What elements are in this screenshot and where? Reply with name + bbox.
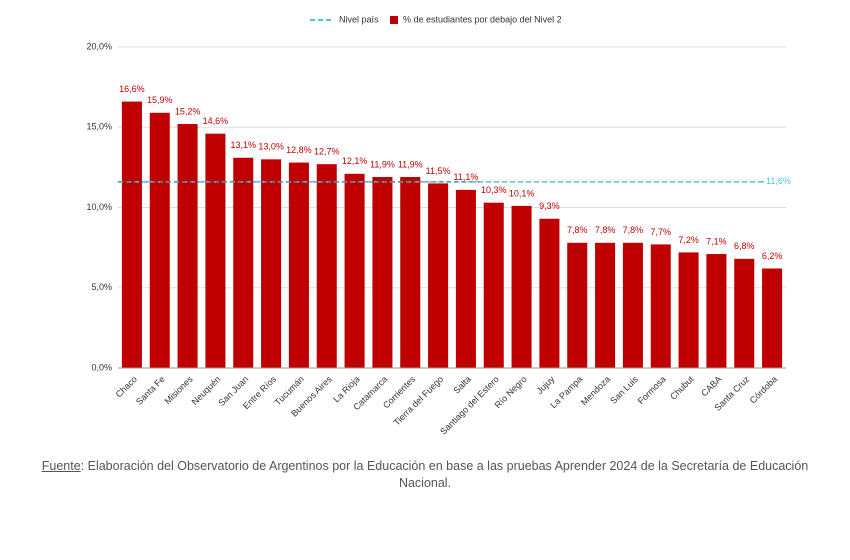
legend-label: % de estudiantes por debajo del Nivel 2 xyxy=(403,14,562,24)
bar xyxy=(177,124,198,368)
source-label: Fuente xyxy=(41,459,81,473)
value-label: 13,0% xyxy=(258,142,284,152)
value-label: 15,2% xyxy=(175,106,201,116)
bar xyxy=(650,244,671,368)
value-label: 12,1% xyxy=(342,156,368,166)
bar xyxy=(762,268,783,368)
legend-label: Nivel país xyxy=(339,14,379,24)
bar xyxy=(706,254,727,368)
value-label: 6,2% xyxy=(762,251,783,261)
x-tick-label: Jujuy xyxy=(535,374,557,396)
value-label: 7,7% xyxy=(650,227,671,237)
x-tick-label: Córdoba xyxy=(748,374,779,405)
bar xyxy=(261,159,282,368)
x-tick-label: Mendoza xyxy=(579,374,612,407)
value-label: 7,8% xyxy=(623,225,644,235)
bar xyxy=(149,112,170,369)
x-tick-label: Chubut xyxy=(668,374,696,402)
bar xyxy=(483,202,504,368)
x-tick-label: Salta xyxy=(451,374,473,396)
value-label: 11,9% xyxy=(370,159,395,169)
bar xyxy=(233,157,254,368)
value-label: 13,1% xyxy=(230,140,256,150)
bar xyxy=(678,252,699,368)
value-label: 12,8% xyxy=(286,145,312,155)
bar xyxy=(595,242,616,368)
bar xyxy=(372,177,393,368)
value-label: 7,8% xyxy=(595,225,616,235)
reference-label: 11,6% xyxy=(766,176,791,186)
bar xyxy=(539,218,560,368)
x-tick-label: San Luis xyxy=(608,374,640,406)
source-text: : Elaboración del Observatorio de Argent… xyxy=(80,459,809,490)
x-tick-label: Chaco xyxy=(114,374,139,399)
legend-swatch xyxy=(390,16,398,24)
x-tick-label: CABA xyxy=(699,374,723,398)
bar xyxy=(511,205,532,368)
x-tick-label: Santa Fe xyxy=(134,374,167,407)
bar xyxy=(400,177,421,368)
bar xyxy=(205,133,226,368)
x-tick-label: Tierra del Fuego xyxy=(392,374,446,428)
y-tick-label: 0,0% xyxy=(91,362,112,372)
bar xyxy=(344,173,365,368)
value-label: 11,5% xyxy=(426,166,451,176)
value-label: 11,9% xyxy=(398,159,423,169)
bar xyxy=(316,164,337,368)
y-tick-label: 5,0% xyxy=(91,282,112,292)
value-label: 7,1% xyxy=(706,236,727,246)
value-label: 15,9% xyxy=(147,95,173,105)
y-tick-label: 20,0% xyxy=(86,41,112,51)
bar xyxy=(734,258,755,368)
bar xyxy=(455,189,476,368)
source-note: Fuente: Elaboración del Observatorio de … xyxy=(30,458,820,492)
chart: 0,0% 5,0% 10,0% 15,0% 20,0% Nivel país % de es… xyxy=(86,14,791,436)
value-label: 7,2% xyxy=(678,235,699,245)
y-tick-label: 10,0% xyxy=(86,202,112,212)
value-label: 12,7% xyxy=(314,147,340,157)
value-label: 10,3% xyxy=(481,185,507,195)
value-label: 11,1% xyxy=(453,172,478,182)
bar xyxy=(622,242,643,368)
value-label: 6,8% xyxy=(734,241,755,251)
bar xyxy=(428,183,449,368)
value-label: 14,6% xyxy=(203,116,229,126)
bar xyxy=(288,162,309,368)
value-label: 16,6% xyxy=(119,84,145,94)
bar xyxy=(121,101,142,368)
value-label: 10,1% xyxy=(509,188,535,198)
bar xyxy=(567,242,588,368)
x-tick-label: Formosa xyxy=(636,374,668,406)
y-tick-label: 15,0% xyxy=(86,122,112,132)
value-label: 9,3% xyxy=(539,201,560,211)
value-label: 7,8% xyxy=(567,225,588,235)
